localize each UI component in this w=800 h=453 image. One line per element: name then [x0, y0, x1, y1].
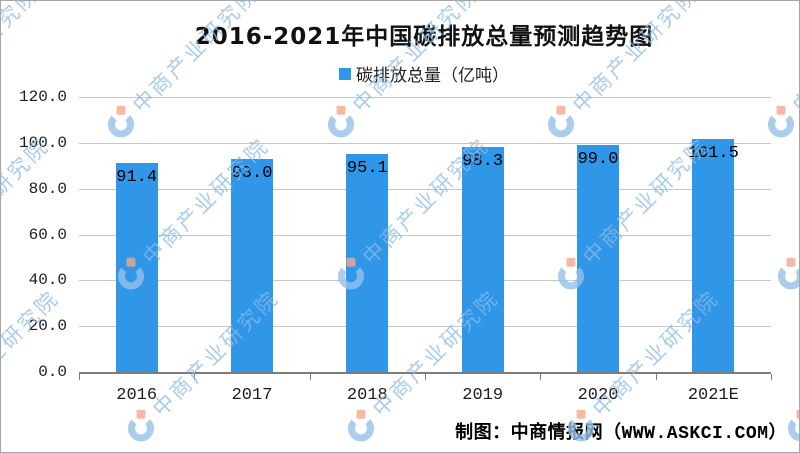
y-axis-label: 40.0	[28, 271, 67, 290]
bar-value-label: 99.0	[577, 150, 619, 170]
grid-line	[79, 280, 771, 282]
bar-value-label: 91.4	[116, 167, 158, 187]
x-axis-label: 2016	[116, 386, 158, 405]
bar-value-label: 95.1	[346, 159, 388, 179]
y-axis-label: 20.0	[28, 317, 67, 336]
grid-line	[79, 326, 771, 328]
source-credit: 制图：中商情报网（WWW.ASKCI.COM）	[455, 424, 787, 444]
y-axis-label: 80.0	[28, 179, 67, 198]
legend-label: 碳排放总量（亿吨）	[356, 66, 509, 86]
x-axis-label: 2020	[577, 386, 619, 405]
y-axis-label: 100.0	[18, 133, 67, 152]
x-axis-line	[79, 372, 771, 374]
x-axis-label: 2018	[346, 386, 388, 405]
x-axis-tick	[194, 374, 196, 380]
bar-value-label: 98.3	[462, 151, 504, 171]
legend: 碳排放总量（亿吨）	[49, 61, 799, 86]
x-axis-tick	[540, 374, 542, 380]
x-axis-tick	[309, 374, 311, 380]
x-axis-tick	[79, 374, 80, 380]
bar	[577, 145, 619, 372]
grid-line	[79, 142, 771, 144]
grid-line	[79, 234, 771, 236]
x-axis-label: 2017	[231, 386, 273, 405]
y-axis-label: 120.0	[18, 88, 67, 106]
grid-line	[79, 97, 771, 98]
y-axis-label: 60.0	[28, 225, 67, 244]
legend-swatch-icon	[339, 67, 351, 80]
y-axis-label: 0.0	[38, 363, 67, 381]
bar	[231, 158, 273, 372]
grid-line	[79, 188, 771, 190]
bar	[115, 162, 158, 372]
x-axis-tick	[425, 374, 426, 380]
x-axis-label: 2019	[462, 386, 504, 405]
bar	[461, 146, 504, 372]
bar-value-label: 101.5	[687, 144, 739, 164]
chart-title: 2016-2021年中国碳排放总量预测趋势图	[194, 24, 654, 50]
bar-value-label: 93.0	[231, 163, 273, 183]
x-axis-tick	[655, 374, 657, 380]
bar	[692, 139, 735, 372]
x-axis-label: 2021E	[687, 386, 739, 405]
x-axis-tick	[771, 374, 772, 380]
bar	[346, 154, 389, 372]
